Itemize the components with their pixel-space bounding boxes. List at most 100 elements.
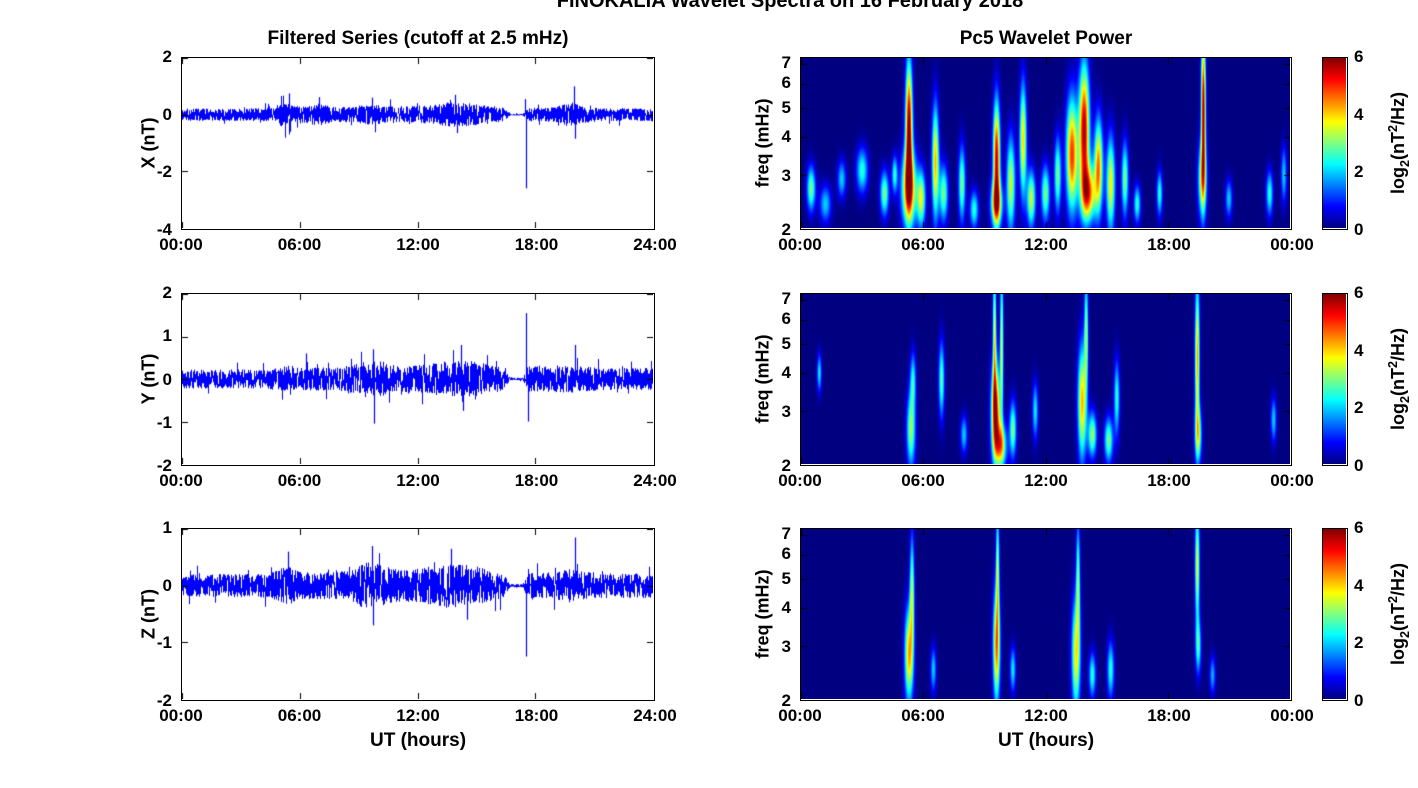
x-tick-label: 06:00 [901, 706, 945, 725]
wavelet-y-canvas [801, 294, 1290, 464]
plot-filtered-y [181, 293, 655, 466]
y-tick-label: 2 [162, 47, 172, 66]
x-tick-label: 12:00 [396, 471, 440, 490]
x-tick-label: 00:00 [159, 235, 203, 254]
plot-wavelet-x [800, 57, 1292, 230]
wavelet-z-canvas [801, 529, 1290, 699]
x-tick-label: 00:00 [159, 706, 203, 725]
x-tick-label: 06:00 [277, 706, 322, 725]
wavelet-x-canvas [801, 58, 1290, 228]
x-tick-label: 06:00 [901, 235, 945, 254]
y-tick-label: 3 [781, 636, 791, 656]
colorbar-x-canvas [1323, 58, 1346, 228]
y-tick-label: 3 [781, 165, 791, 185]
y-tick-label: -4 [156, 220, 172, 239]
y-tick-label: -2 [156, 162, 172, 182]
y-tick-label: 5 [781, 568, 791, 588]
y-tick-label: 7 [781, 288, 791, 308]
y-tick-label: 5 [781, 333, 791, 353]
colorbar-tick-label: 2 [1354, 162, 1364, 182]
y-tick-label: 0 [162, 575, 172, 595]
filtered-z-canvas [182, 529, 653, 699]
filtered-x-canvas [182, 58, 653, 228]
y-tick-label: -2 [156, 691, 172, 710]
plot-filtered-x [181, 57, 655, 230]
colorbar-label: log2(nT2/Hz) [1386, 562, 1412, 666]
y-tick-label: 1 [162, 518, 172, 537]
xlabel-left: UT (hours) [369, 730, 467, 751]
x-tick-label: 00:00 [159, 471, 203, 490]
y-tick-label: 0 [162, 369, 172, 389]
x-tick-label: 24:00 [633, 471, 677, 490]
plot-wavelet-y [800, 293, 1292, 466]
x-tick-label: 24:00 [633, 706, 677, 725]
colorbar-tick-label: 4 [1354, 575, 1364, 595]
x-tick-label: 00:00 [1270, 471, 1314, 490]
x-tick-label: 06:00 [277, 235, 322, 254]
y-tick-label: 2 [781, 456, 791, 475]
y-tick-label: -2 [156, 456, 172, 475]
x-tick-label: 18:00 [1147, 471, 1191, 490]
y-tick-label: 5 [781, 97, 791, 117]
x-tick-label: 06:00 [277, 471, 322, 490]
ylabel-freq-x: freq (mHz) [752, 98, 773, 188]
plot-wavelet-z [800, 528, 1292, 701]
colorbar-y-canvas [1323, 294, 1346, 464]
colorbar-tick-label: 0 [1354, 220, 1364, 239]
colorbar-label: log2(nT2/Hz) [1386, 327, 1412, 431]
colorbar-tick-label: 4 [1354, 340, 1364, 360]
x-tick-label: 18:00 [514, 235, 559, 254]
colorbar-z [1322, 528, 1348, 701]
colorbar-tick-label: 6 [1354, 283, 1364, 302]
colorbar-x [1322, 57, 1348, 230]
filtered-y-canvas [182, 294, 653, 464]
y-tick-label: 6 [781, 309, 791, 329]
colorbar-tick-label: 2 [1354, 398, 1364, 418]
x-tick-label: 00:00 [778, 706, 822, 725]
x-tick-label: 12:00 [1024, 706, 1068, 725]
x-tick-label: 12:00 [396, 706, 440, 725]
ylabel-x: X (nT) [138, 117, 159, 169]
y-tick-label: 0 [162, 104, 172, 124]
figure-title: FINOKALIA Wavelet Spectra on 16 February… [556, 0, 1024, 12]
colorbar-z-canvas [1323, 529, 1346, 699]
y-tick-label: -1 [156, 633, 172, 653]
x-tick-label: 00:00 [778, 235, 822, 254]
y-tick-label: 3 [781, 401, 791, 421]
x-tick-label: 12:00 [1024, 235, 1068, 254]
x-tick-label: 18:00 [1147, 706, 1191, 725]
left-column-title: Filtered Series (cutoff at 2.5 mHz) [267, 28, 569, 49]
plot-filtered-z [181, 528, 655, 701]
colorbar-y [1322, 293, 1348, 466]
y-tick-label: 6 [781, 544, 791, 564]
y-tick-label: 1 [162, 326, 172, 346]
y-tick-label: 2 [162, 283, 172, 302]
ylabel-freq-z: freq (mHz) [752, 569, 773, 659]
y-tick-label: 4 [781, 598, 791, 618]
ylabel-freq-y: freq (mHz) [752, 334, 773, 424]
x-tick-label: 12:00 [396, 235, 440, 254]
x-tick-label: 24:00 [633, 235, 677, 254]
y-tick-label: 7 [781, 523, 791, 543]
y-tick-label: 2 [781, 220, 791, 239]
colorbar-tick-label: 0 [1354, 691, 1364, 710]
x-tick-label: 06:00 [901, 471, 945, 490]
y-tick-label: 7 [781, 52, 791, 72]
x-tick-label: 12:00 [1024, 471, 1068, 490]
ylabel-z: Z (nT) [138, 589, 159, 639]
x-tick-label: 18:00 [1147, 235, 1191, 254]
y-tick-label: -1 [156, 412, 172, 432]
x-tick-label: 18:00 [514, 706, 559, 725]
x-tick-label: 18:00 [514, 471, 559, 490]
x-tick-label: 00:00 [1270, 235, 1314, 254]
colorbar-tick-label: 6 [1354, 47, 1364, 66]
colorbar-label: log2(nT2/Hz) [1386, 91, 1412, 195]
x-tick-label: 00:00 [778, 471, 822, 490]
right-column-title: Pc5 Wavelet Power [959, 28, 1133, 49]
y-tick-label: 6 [781, 73, 791, 93]
colorbar-tick-label: 6 [1354, 518, 1364, 537]
y-tick-label: 4 [781, 127, 791, 147]
y-tick-label: 2 [781, 691, 791, 710]
colorbar-tick-label: 2 [1354, 633, 1364, 653]
